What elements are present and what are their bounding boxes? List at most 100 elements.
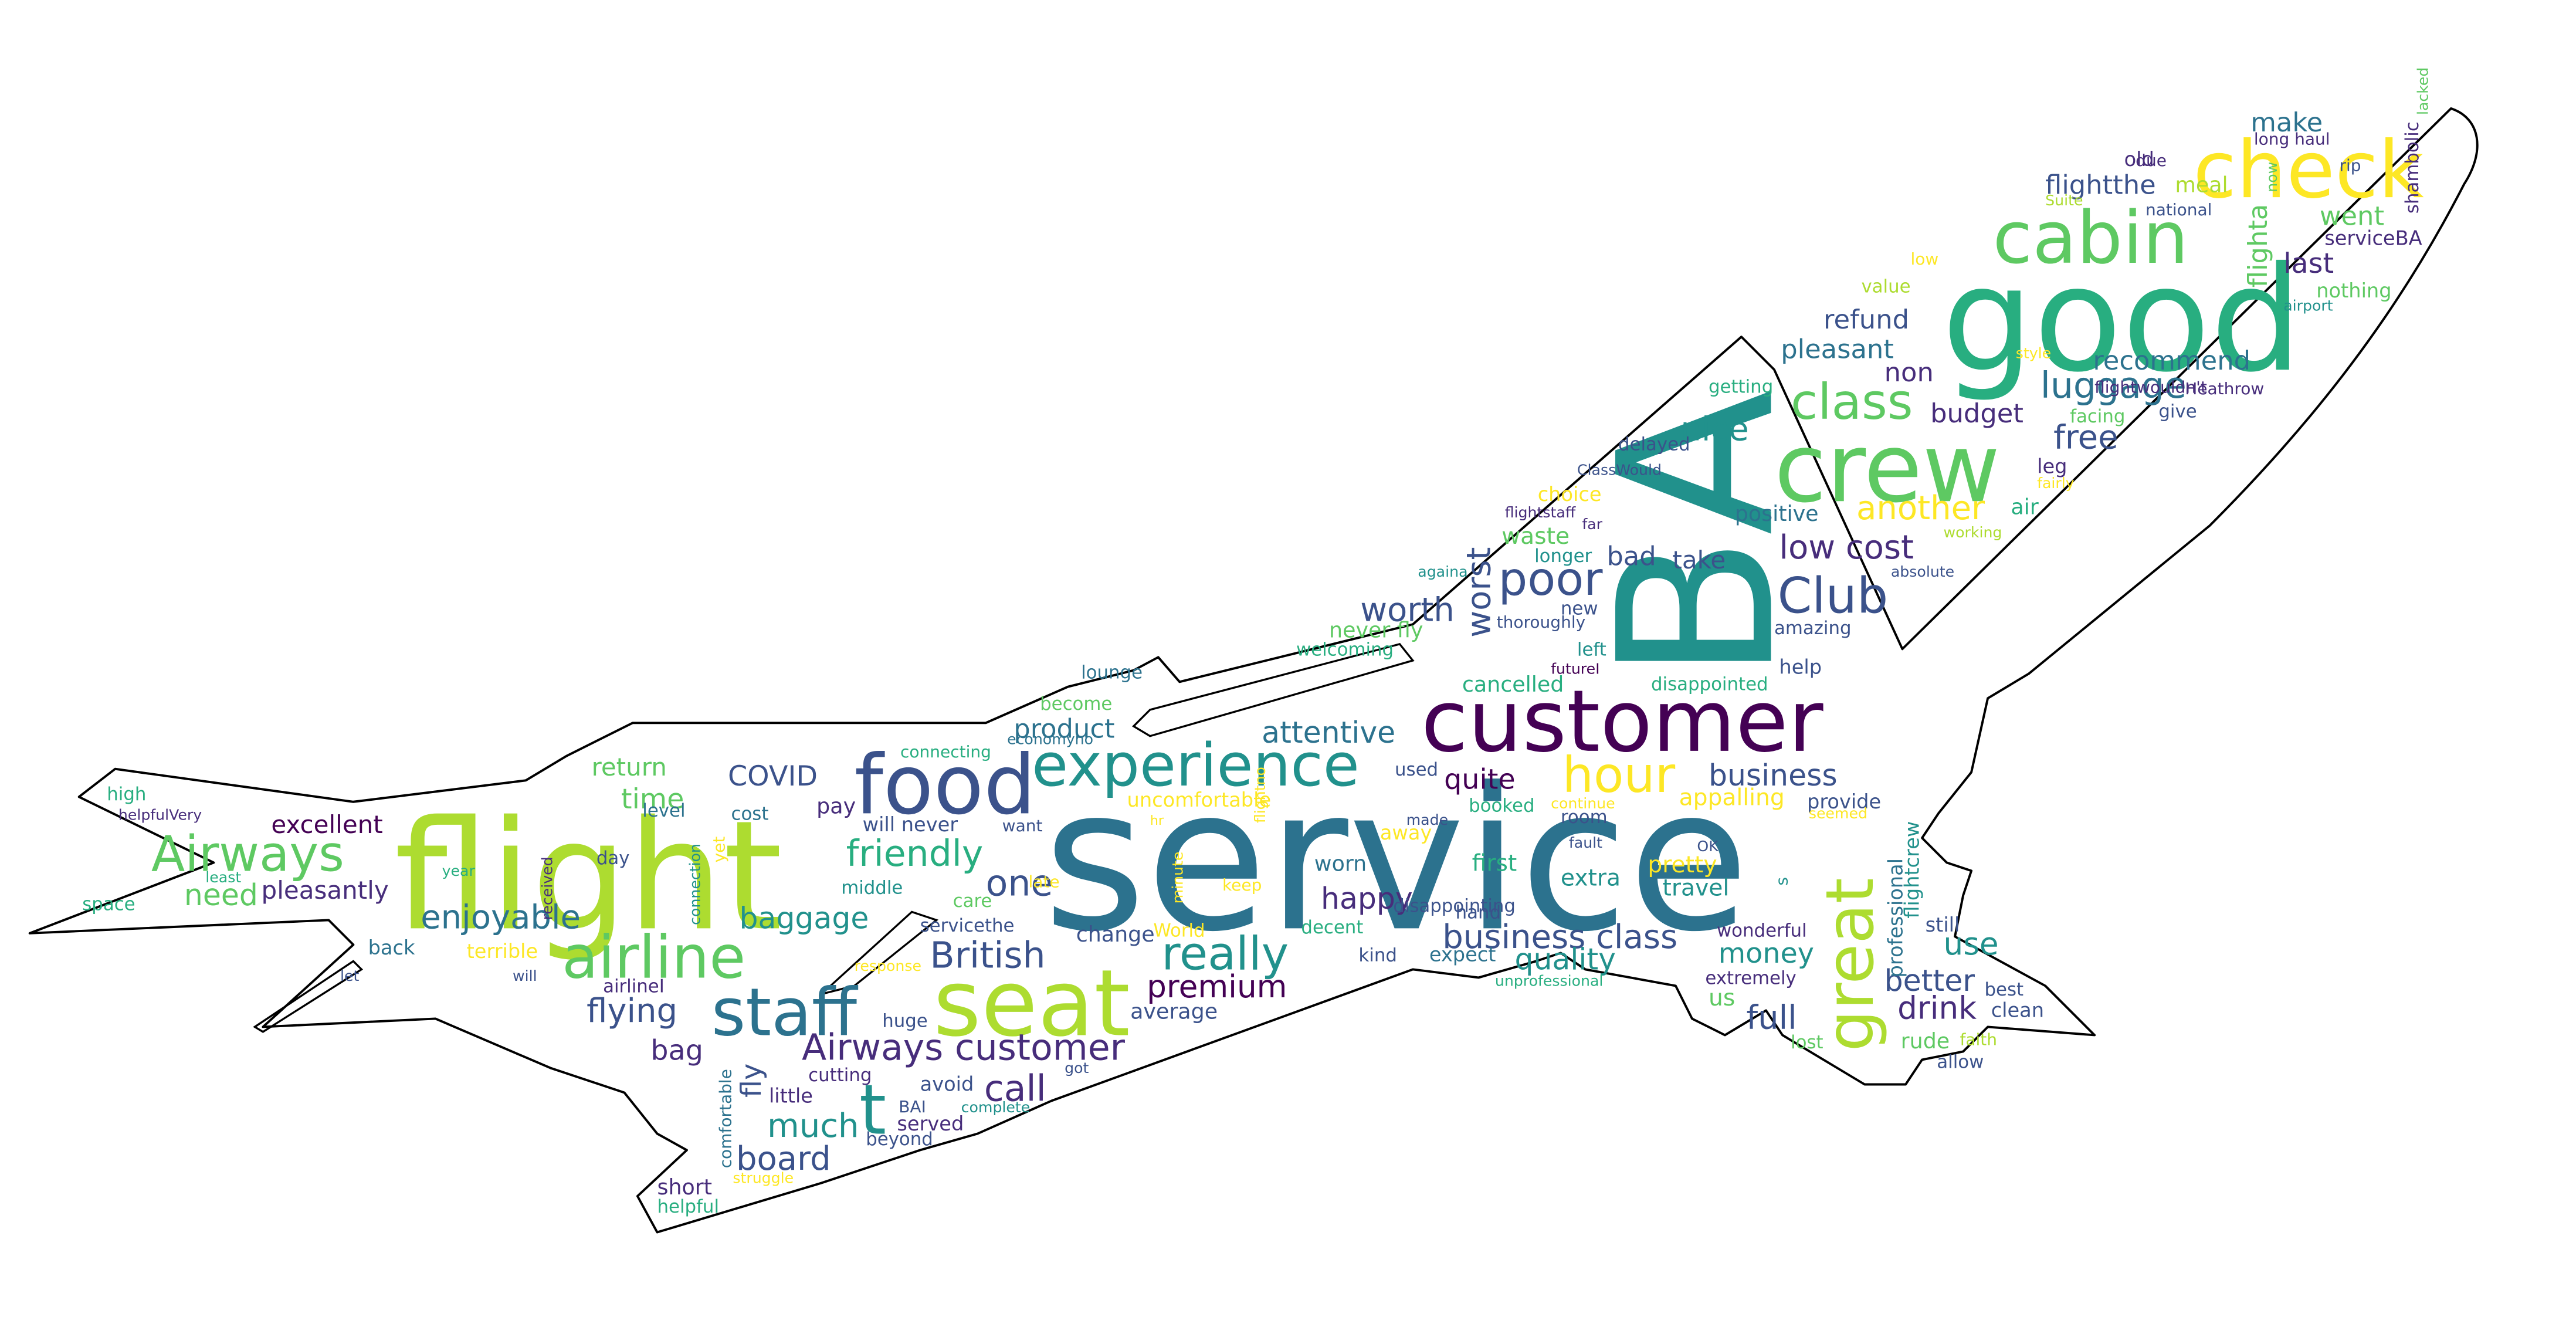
word-lounge: lounge: [1081, 662, 1143, 683]
word-welcoming: welcoming: [1296, 639, 1394, 660]
word-business-class: business class: [1442, 918, 1677, 956]
word-disappointed: disappointed: [1651, 673, 1768, 695]
word-return: return: [591, 753, 666, 781]
word-classwould: ClassWould: [1577, 461, 1662, 478]
word-flightwouldn-t: flightwouldn't: [2094, 377, 2207, 397]
word-disappointing: disappointing: [1393, 895, 1516, 916]
word-rip: rip: [2339, 155, 2361, 175]
word-travel: travel: [1663, 875, 1730, 901]
word-received: received: [538, 856, 555, 920]
word-lacked: lacked: [2415, 67, 2432, 115]
word-minute: minute: [1170, 852, 1187, 904]
word-make: make: [2250, 107, 2323, 138]
word-class: class: [1791, 373, 1913, 431]
word-old: old: [2124, 148, 2154, 171]
word-air: air: [2011, 495, 2038, 520]
word-longer: longer: [1534, 546, 1592, 567]
word-leg: leg: [2037, 455, 2067, 478]
word-hr: hr: [1150, 813, 1164, 828]
word-absolute: absolute: [1891, 563, 1954, 580]
word-complete: complete: [961, 1099, 1031, 1116]
word-flightno: flightno: [1252, 767, 1269, 823]
word-nothing: nothing: [2316, 279, 2391, 302]
word-wonderful: wonderful: [1717, 920, 1807, 941]
word-take: take: [1672, 546, 1726, 574]
word-flighta: flighta: [2242, 204, 2273, 288]
word-level: level: [642, 800, 685, 821]
word-ba: BA: [1572, 388, 1821, 682]
word-futurei: futureI: [1551, 660, 1599, 677]
word-clean: clean: [1991, 999, 2044, 1022]
airplane-tail-slot: [253, 960, 364, 1033]
word-flight: flight: [394, 788, 782, 964]
word-average: average: [1130, 998, 1218, 1024]
word-working: working: [1943, 524, 2002, 541]
word-great: great: [1812, 878, 1889, 1051]
word-new: new: [1561, 598, 1598, 619]
word-refund: refund: [1823, 304, 1909, 335]
word-poor: poor: [1498, 553, 1603, 606]
word-nice: nice: [1680, 411, 1748, 449]
word-luggage: luggage: [2041, 364, 2187, 407]
word-yet: yet: [709, 837, 728, 863]
word-pretty: pretty: [1648, 852, 1717, 878]
word-fly: fly: [735, 1064, 768, 1098]
word-space: space: [82, 894, 135, 915]
word-much: much: [767, 1107, 859, 1145]
word-rude: rude: [1901, 1028, 1950, 1054]
word-low: low: [1910, 249, 1938, 269]
word-flightcrew: flightcrew: [1900, 821, 1923, 919]
word-happy: happy: [1321, 881, 1413, 916]
word-back: back: [368, 936, 415, 959]
word-worth: worth: [1360, 591, 1455, 629]
word-expect: expect: [1429, 943, 1496, 966]
word-full: full: [1746, 998, 1797, 1037]
word-give: give: [2158, 401, 2197, 422]
word-want: want: [1002, 816, 1043, 835]
word-business: business: [1709, 758, 1838, 793]
word-made: made: [1406, 811, 1448, 828]
word-waste: waste: [1501, 523, 1570, 550]
word-struggle: struggle: [733, 1170, 794, 1187]
word-thoroughly: thoroughly: [1497, 612, 1586, 632]
word-drink: drink: [1897, 990, 1977, 1026]
word-unprofessional: unprofessional: [1495, 972, 1604, 989]
word-seemed: seemed: [1809, 805, 1867, 822]
word-customer: customer: [1421, 672, 1823, 771]
word-baggage: baggage: [740, 900, 869, 935]
word-bai: BAI: [899, 1097, 926, 1116]
word-kind: kind: [1358, 944, 1397, 966]
word-british: British: [930, 935, 1045, 977]
word-due: due: [2136, 151, 2167, 170]
word-continue: continue: [1551, 795, 1615, 812]
word-positive: positive: [1735, 501, 1819, 526]
word-beyond: beyond: [866, 1129, 933, 1150]
word-change: change: [1076, 922, 1155, 947]
word-comfortable: comfortable: [716, 1069, 735, 1168]
word-hand: hand: [1456, 902, 1501, 923]
word-helpfulvery: helpfulVery: [118, 807, 202, 824]
word-another: another: [1856, 489, 1985, 527]
airplane-wing-slot: [821, 910, 939, 996]
word-cancelled: cancelled: [1462, 672, 1564, 697]
word-still: still: [1926, 913, 1960, 936]
word-world: World: [1153, 920, 1205, 941]
word-national: national: [2145, 200, 2212, 219]
word-faith: faith: [1960, 1030, 1998, 1049]
word-become: become: [1040, 693, 1112, 715]
word-went: went: [2320, 201, 2384, 232]
word-heathrow: Heathrow: [2185, 379, 2264, 398]
word-covid: COVID: [728, 760, 818, 793]
word-hour: hour: [1562, 746, 1676, 804]
word-airways: Airways: [151, 825, 344, 882]
word-airline: airline: [562, 922, 745, 991]
word-experience: experience: [1032, 730, 1360, 800]
word-better: better: [1884, 963, 1975, 998]
word-appalling: appalling: [1679, 784, 1785, 811]
word-use: use: [1943, 926, 1998, 962]
word-high: high: [107, 784, 146, 805]
word-long-haul: long haul: [2254, 129, 2330, 148]
word-flightstaff: flightstaff: [1505, 504, 1576, 521]
